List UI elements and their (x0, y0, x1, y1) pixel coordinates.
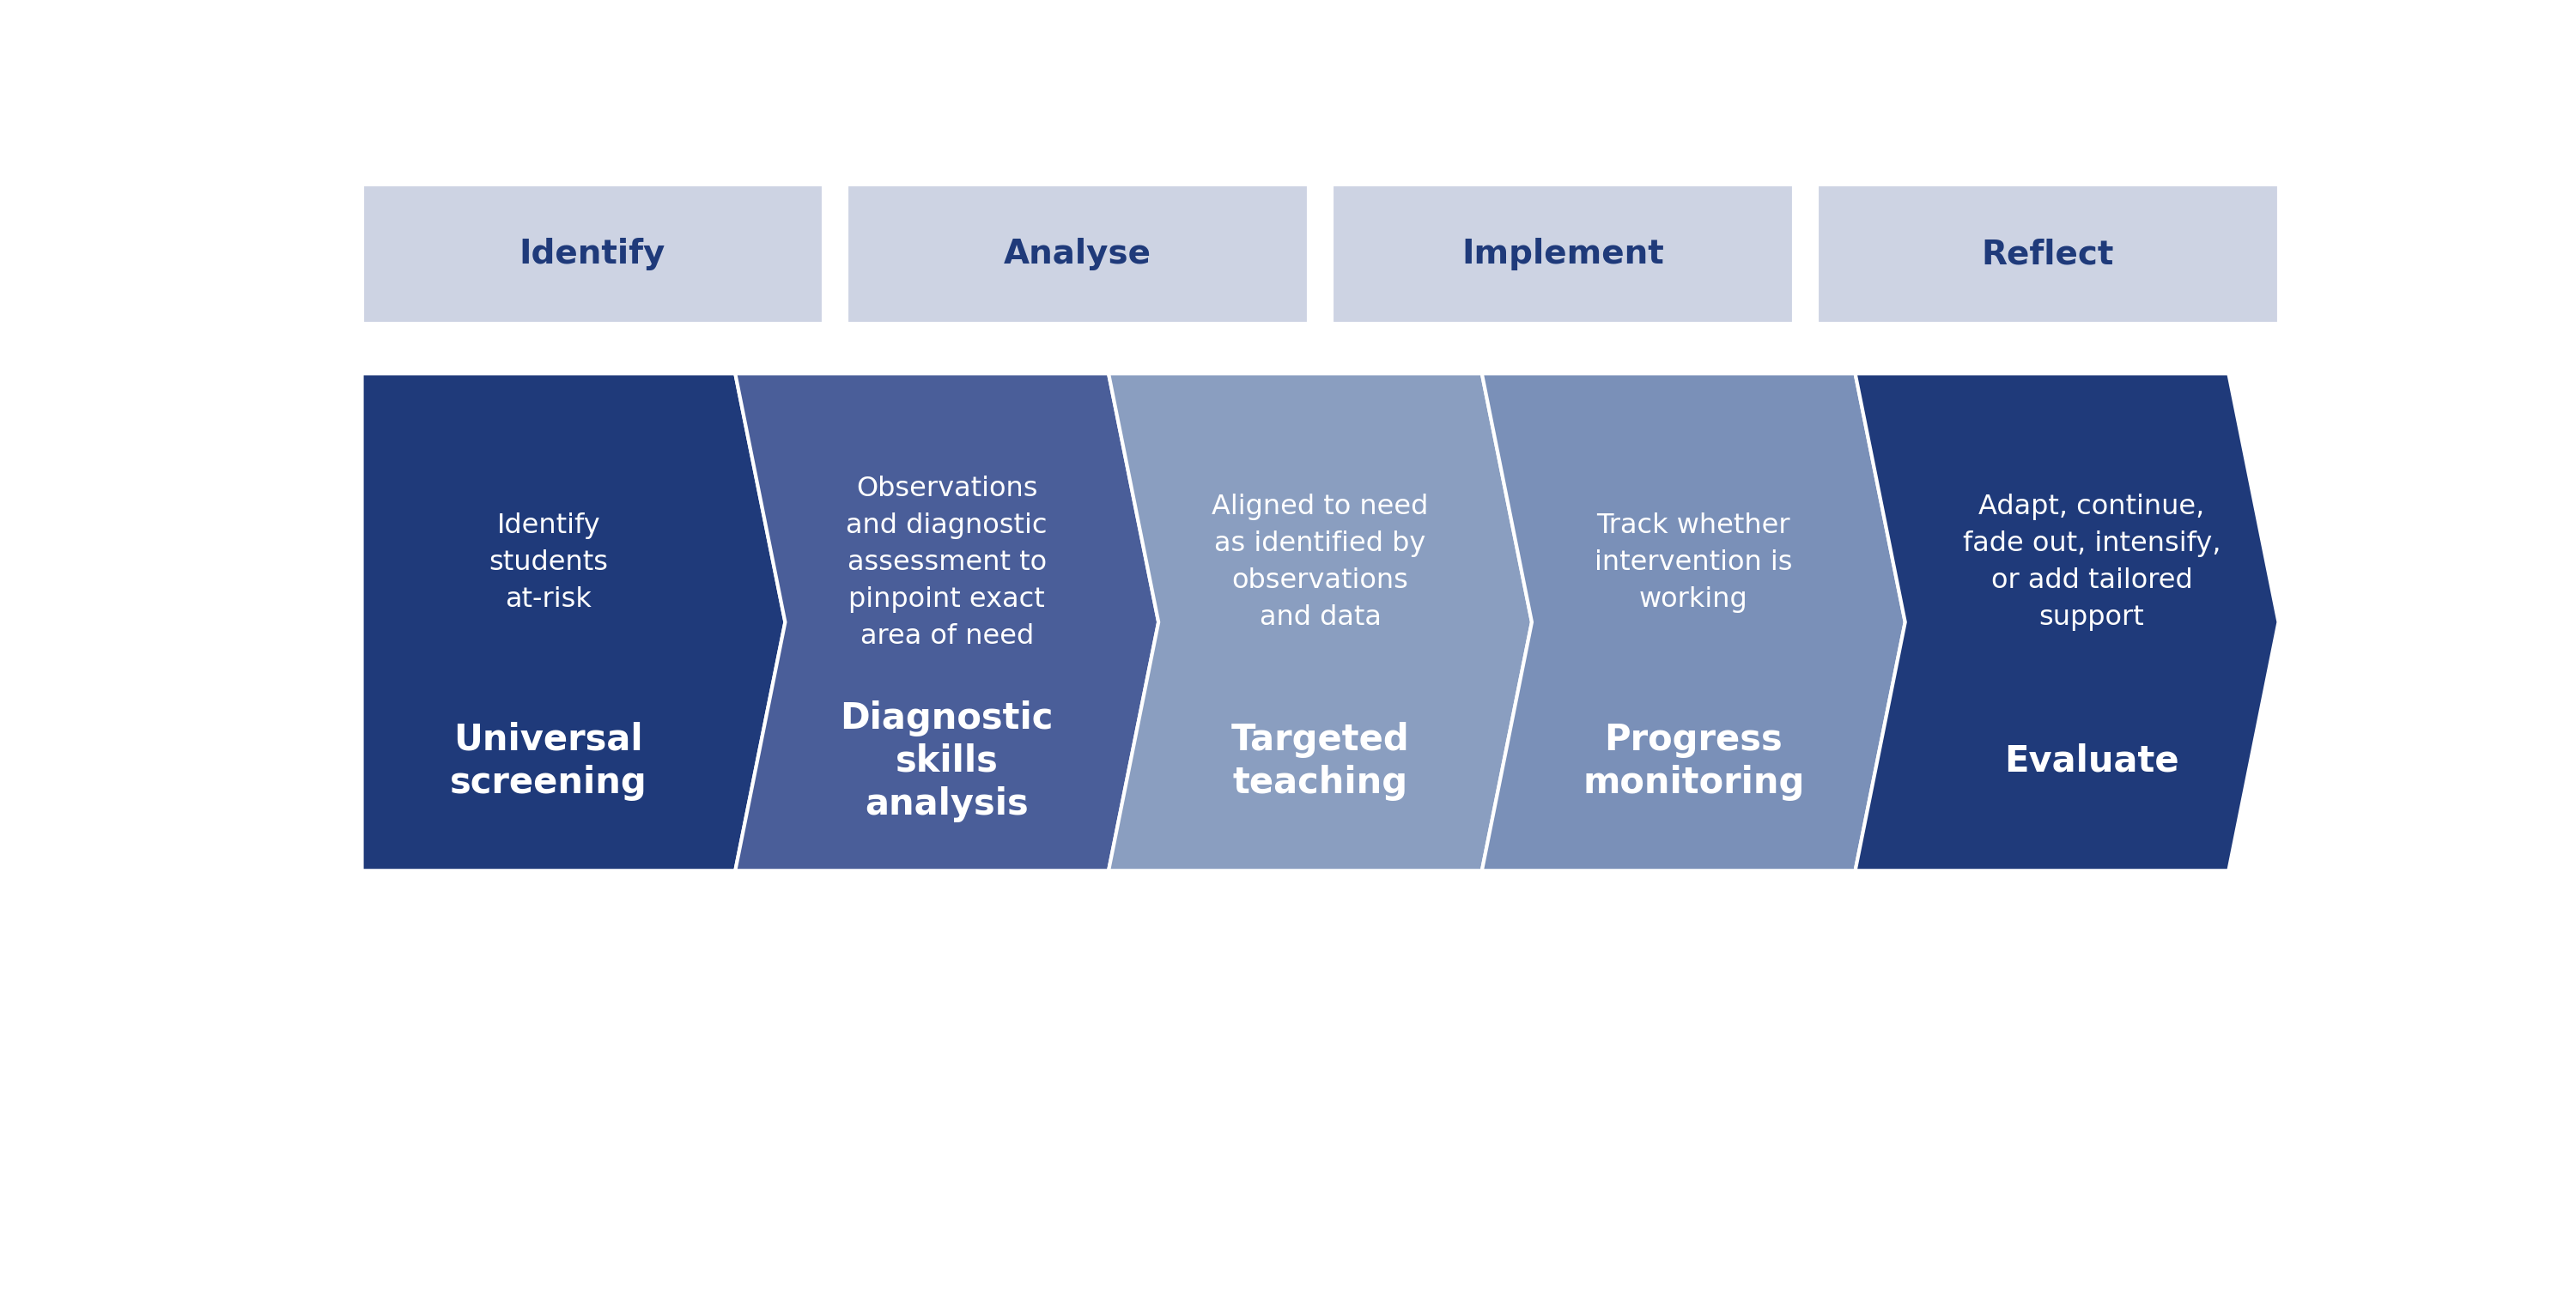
Bar (848, 185, 1309, 324)
Polygon shape (734, 373, 1159, 870)
Text: Aligned to need
as identified by
observations
and data: Aligned to need as identified by observa… (1211, 494, 1430, 631)
Polygon shape (1108, 373, 1533, 870)
Text: Identify: Identify (520, 238, 665, 271)
Text: Progress
monitoring: Progress monitoring (1582, 722, 1803, 800)
Bar (1816, 185, 2277, 324)
Text: Reflect: Reflect (1981, 238, 2115, 271)
Text: Targeted
teaching: Targeted teaching (1231, 722, 1409, 800)
Text: Evaluate: Evaluate (2004, 744, 2179, 780)
Text: Track whether
intervention is
working: Track whether intervention is working (1595, 513, 1793, 613)
Text: Implement: Implement (1461, 238, 1664, 271)
Text: Adapt, continue,
fade out, intensify,
or add tailored
support: Adapt, continue, fade out, intensify, or… (1963, 494, 2221, 631)
Polygon shape (361, 373, 786, 870)
Text: Observations
and diagnostic
assessment to
pinpoint exact
area of need: Observations and diagnostic assessment t… (845, 475, 1048, 649)
Bar (1332, 185, 1793, 324)
Text: Diagnostic
skills
analysis: Diagnostic skills analysis (840, 700, 1054, 822)
Polygon shape (1481, 373, 1906, 870)
Polygon shape (1855, 373, 2280, 870)
Text: Identify
students
at-risk: Identify students at-risk (489, 513, 608, 613)
Text: Universal
screening: Universal screening (451, 722, 647, 800)
Bar (361, 185, 824, 324)
Text: Analyse: Analyse (1005, 238, 1151, 271)
